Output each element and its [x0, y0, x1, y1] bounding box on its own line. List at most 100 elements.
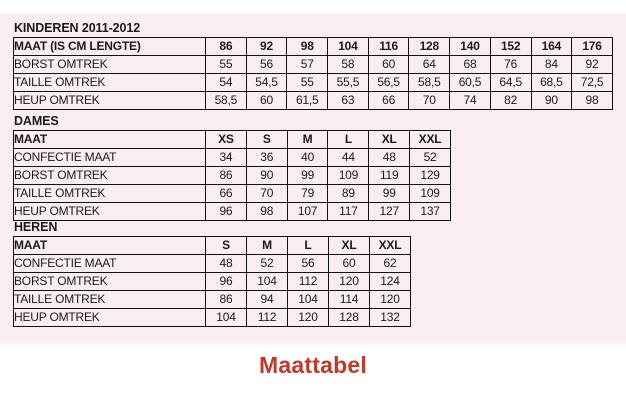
measurement-cell: 104: [205, 308, 247, 327]
measurement-cell: 64: [408, 55, 451, 74]
measurement-cell: 117: [327, 202, 370, 221]
measurement-cell: 128: [328, 308, 370, 327]
table-header-row: MAAT S M L XL XXL: [13, 236, 411, 255]
measurement-cell: 70: [245, 184, 288, 203]
measurement-cell: 56,5: [367, 73, 410, 92]
measurement-cell: 127: [368, 202, 411, 221]
measurement-cell: 64,5: [489, 73, 532, 92]
row-label: BORST OMTREK: [13, 166, 206, 185]
measurement-cell: 62: [369, 254, 411, 273]
measurement-cell: 40: [286, 148, 329, 167]
column-header-size: 116: [367, 37, 410, 56]
measurement-cell: 90: [245, 166, 288, 185]
row-label: TAILLE OMTREK: [13, 290, 206, 309]
row-label: HEUP OMTREK: [13, 202, 206, 221]
measurement-cell: 74: [449, 91, 491, 110]
table-row: BORST OMTREK 55 56 57 58 60 64 68 76 84 92: [13, 55, 613, 74]
column-header-size: L: [327, 130, 370, 149]
measurement-cell: 96: [205, 202, 247, 221]
table-row: BORST OMTREK 86 90 99 109 119 129: [13, 166, 451, 185]
measurement-cell: 56: [287, 254, 329, 273]
column-header-size: XXL: [369, 236, 411, 255]
measurement-cell: 72,5: [571, 73, 613, 92]
measurement-cell: 44: [327, 148, 370, 167]
measurement-cell: 129: [409, 166, 451, 185]
column-header-size: S: [205, 236, 247, 255]
row-label: HEUP OMTREK: [13, 91, 206, 110]
table-row: TAILLE OMTREK 54 54,5 55 55,5 56,5 58,5 60,5 64,…: [13, 73, 613, 92]
table-row: HEUP OMTREK 104 112 120 128 132: [13, 308, 411, 327]
table-row: TAILLE OMTREK 86 94 104 114 120: [13, 290, 411, 309]
measurement-cell: 112: [246, 308, 288, 327]
table-row: HEUP OMTREK 96 98 107 117 127 137: [13, 202, 451, 221]
row-label: HEUP OMTREK: [13, 308, 206, 327]
measurement-cell: 70: [408, 91, 451, 110]
column-header-size: M: [286, 130, 329, 149]
measurement-cell: 54: [205, 73, 247, 92]
measurement-cell: 119: [368, 166, 411, 185]
measurement-cell: 98: [571, 91, 613, 110]
table-row: CONFECTIE MAAT 34 36 40 44 48 52: [13, 148, 451, 167]
measurement-cell: 137: [409, 202, 451, 221]
measurement-cell: 52: [246, 254, 288, 273]
measurement-cell: 54,5: [245, 73, 288, 92]
measurement-cell: 68,5: [530, 73, 573, 92]
table-body-heren: MAAT S M L XL XXL CONFECTIE MAAT 48 52 56 60 62 BORS…: [13, 236, 411, 327]
column-header-size: XL: [328, 236, 370, 255]
measurement-cell: 66: [205, 184, 247, 203]
chart-caption: Maattabel: [259, 352, 367, 378]
measurement-cell: 120: [369, 290, 411, 309]
measurement-cell: 76: [489, 55, 532, 74]
section-title-dames: DAMES: [14, 114, 59, 128]
measurement-cell: 48: [205, 254, 247, 273]
measurement-cell: 55,5: [327, 73, 369, 92]
row-label: CONFECTIE MAAT: [13, 254, 206, 273]
table-row: CONFECTIE MAAT 48 52 56 60 62: [13, 254, 411, 273]
row-label: TAILLE OMTREK: [13, 73, 206, 92]
measurement-cell: 55: [286, 73, 329, 92]
measurement-cell: 61,5: [286, 91, 329, 110]
column-header-measure: MAAT (IS CM LENGTE): [13, 37, 206, 56]
column-header-size: 104: [327, 37, 369, 56]
measurement-cell: 60,5: [449, 73, 491, 92]
table-header-row: MAAT (IS CM LENGTE) 86 92 98 104 116 128 140 152…: [13, 37, 613, 56]
measurement-cell: 94: [246, 290, 288, 309]
measurement-cell: 92: [571, 55, 613, 74]
measurement-cell: 132: [369, 308, 411, 327]
measurement-cell: 89: [327, 184, 370, 203]
measurement-cell: 60: [245, 91, 288, 110]
table-body-dames: MAAT XS S M L XL XXL CONFECTIE MAAT 34 36 40 44 48 52…: [13, 130, 451, 221]
column-header-size: M: [246, 236, 288, 255]
table-row: BORST OMTREK 96 104 112 120 124: [13, 272, 411, 291]
measurement-cell: 112: [287, 272, 329, 291]
column-header-size: XS: [205, 130, 247, 149]
measurement-cell: 86: [205, 166, 247, 185]
measurement-cell: 104: [246, 272, 288, 291]
row-label: BORST OMTREK: [13, 272, 206, 291]
measurement-cell: 36: [245, 148, 288, 167]
measurement-cell: 34: [205, 148, 247, 167]
size-table-dames: MAAT XS S M L XL XXL CONFECTIE MAAT 34 36 40 44 48 52…: [13, 130, 451, 221]
column-header-size: 164: [530, 37, 573, 56]
table-row: TAILLE OMTREK 66 70 79 89 99 109: [13, 184, 451, 203]
measurement-cell: 99: [286, 166, 329, 185]
measurement-cell: 55: [205, 55, 247, 74]
measurement-cell: 60: [328, 254, 370, 273]
measurement-cell: 48: [368, 148, 411, 167]
column-header-size: 92: [245, 37, 288, 56]
measurement-cell: 107: [286, 202, 329, 221]
table-header-row: MAAT XS S M L XL XXL: [13, 130, 451, 149]
column-header-size: 128: [408, 37, 451, 56]
section-title-kinderen: KINDEREN 2011-2012: [14, 21, 141, 35]
measurement-cell: 104: [287, 290, 329, 309]
column-header-size: 98: [286, 37, 329, 56]
measurement-cell: 109: [409, 184, 451, 203]
measurement-cell: 114: [328, 290, 370, 309]
column-header-size: 140: [449, 37, 491, 56]
measurement-cell: 79: [286, 184, 329, 203]
column-header-size: 152: [489, 37, 532, 56]
column-header-size: 86: [205, 37, 247, 56]
measurement-cell: 52: [409, 148, 451, 167]
table-row: HEUP OMTREK 58,5 60 61,5 63 66 70 74 82 90 98: [13, 91, 613, 110]
